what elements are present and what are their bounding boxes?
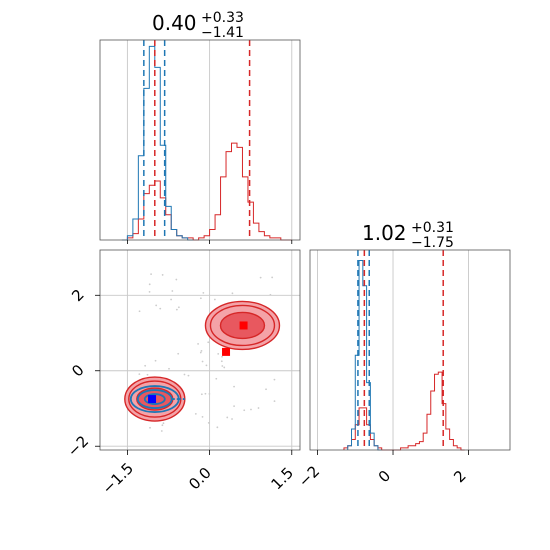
scatter-point bbox=[205, 364, 208, 367]
axes-frame bbox=[309, 249, 511, 451]
title-param2-plus: +0.31 bbox=[411, 220, 454, 236]
scatter-point bbox=[202, 291, 205, 294]
title-param2-minus: −1.75 bbox=[411, 235, 454, 251]
scatter-point bbox=[146, 373, 149, 376]
marker-red-square bbox=[222, 347, 231, 356]
histogram-series-blue bbox=[121, 45, 194, 241]
scatter-point bbox=[221, 365, 224, 367]
scatter-point bbox=[148, 290, 151, 293]
scatter-point bbox=[259, 276, 262, 279]
title-param1-plus: +0.33 bbox=[201, 10, 244, 26]
scatter-point bbox=[257, 407, 260, 409]
scatter-point bbox=[197, 343, 199, 345]
scatter-point bbox=[265, 388, 267, 391]
scatter-point bbox=[168, 367, 170, 370]
x-tick-label: 0 bbox=[375, 467, 394, 486]
contour-red-level2 bbox=[209, 304, 276, 347]
histogram-series-red bbox=[343, 371, 465, 451]
x-tick-label: 2 bbox=[450, 467, 469, 486]
scatter-point bbox=[217, 353, 220, 355]
scatter-point bbox=[273, 400, 276, 403]
joint-contour-panel: −1.5 0.0 1.5 −2 0 2 bbox=[64, 249, 301, 498]
scatter-point bbox=[150, 273, 152, 276]
scatter-point bbox=[144, 364, 147, 367]
scatter-point bbox=[213, 298, 216, 301]
scatter-point bbox=[155, 304, 158, 307]
scatter-point bbox=[207, 421, 210, 424]
axes-frame bbox=[99, 249, 301, 451]
scatter-point bbox=[199, 351, 202, 354]
title-param1-minus: −1.41 bbox=[201, 25, 244, 41]
scatter-point bbox=[231, 418, 233, 420]
x-tick-label: −2 bbox=[295, 462, 323, 490]
scatter-point bbox=[216, 426, 219, 429]
title-param2-value: 1.02 bbox=[362, 221, 407, 245]
x-tick-label: 1.5 bbox=[267, 464, 297, 494]
title-param1: 0.40 bbox=[152, 11, 197, 35]
x-tick-label: −1.5 bbox=[99, 459, 137, 497]
histogram-series-red bbox=[121, 142, 292, 241]
scatter-point bbox=[177, 352, 180, 355]
scatter-point bbox=[161, 424, 164, 427]
scatter-point bbox=[160, 430, 163, 432]
scatter-point bbox=[175, 278, 178, 281]
scatter-point bbox=[269, 293, 272, 296]
scatter-point bbox=[204, 392, 207, 395]
x-tick-label: 0.0 bbox=[185, 464, 215, 494]
scatter-point bbox=[149, 426, 151, 429]
scatter-point bbox=[170, 298, 172, 301]
axes-frame bbox=[99, 39, 301, 241]
y-tick-label: 2 bbox=[68, 286, 87, 305]
contour-blue-inner bbox=[143, 393, 166, 405]
marker-red-square bbox=[239, 321, 248, 330]
scatter-point bbox=[250, 408, 252, 411]
scatter-point bbox=[201, 360, 204, 363]
title-param2: 1.02 bbox=[362, 221, 407, 245]
param1-histogram-panel bbox=[99, 39, 301, 244]
y-tick-label: 0 bbox=[68, 361, 87, 380]
marker-blue-square bbox=[148, 395, 157, 404]
scatter-point bbox=[138, 310, 141, 313]
scatter-point bbox=[148, 283, 151, 286]
scatter-point bbox=[220, 360, 223, 363]
scatter-point bbox=[201, 415, 204, 418]
scatter-point bbox=[233, 405, 235, 407]
scatter-point bbox=[159, 307, 162, 310]
title-param1-value: 0.40 bbox=[152, 11, 197, 35]
scatter-point bbox=[200, 349, 203, 352]
scatter-point bbox=[162, 422, 165, 425]
scatter-point bbox=[177, 306, 180, 309]
scatter-point bbox=[223, 366, 226, 369]
scatter-point bbox=[183, 373, 186, 376]
scatter-point bbox=[226, 416, 229, 419]
scatter-point bbox=[199, 297, 202, 300]
scatter-point bbox=[171, 290, 174, 292]
scatter-point bbox=[231, 292, 234, 295]
scatter-point bbox=[208, 392, 211, 395]
scatter-point bbox=[221, 355, 223, 358]
scatter-point bbox=[200, 393, 203, 396]
scatter-point bbox=[175, 308, 178, 311]
scatter-point bbox=[271, 276, 274, 279]
scatter-point bbox=[233, 385, 235, 388]
scatter-point bbox=[154, 359, 157, 362]
scatter-point bbox=[161, 274, 164, 276]
param2-histogram-panel: −2 0 2 bbox=[295, 249, 511, 491]
scatter-point bbox=[187, 374, 190, 377]
scatter-point bbox=[243, 409, 246, 412]
histogram-series-blue bbox=[347, 260, 382, 451]
scatter-point bbox=[273, 378, 276, 381]
scatter-point bbox=[138, 373, 141, 376]
y-tick-label: −2 bbox=[64, 432, 92, 460]
scatter-point bbox=[194, 412, 197, 415]
scatter-point bbox=[207, 341, 210, 344]
scatter-point bbox=[215, 377, 218, 380]
